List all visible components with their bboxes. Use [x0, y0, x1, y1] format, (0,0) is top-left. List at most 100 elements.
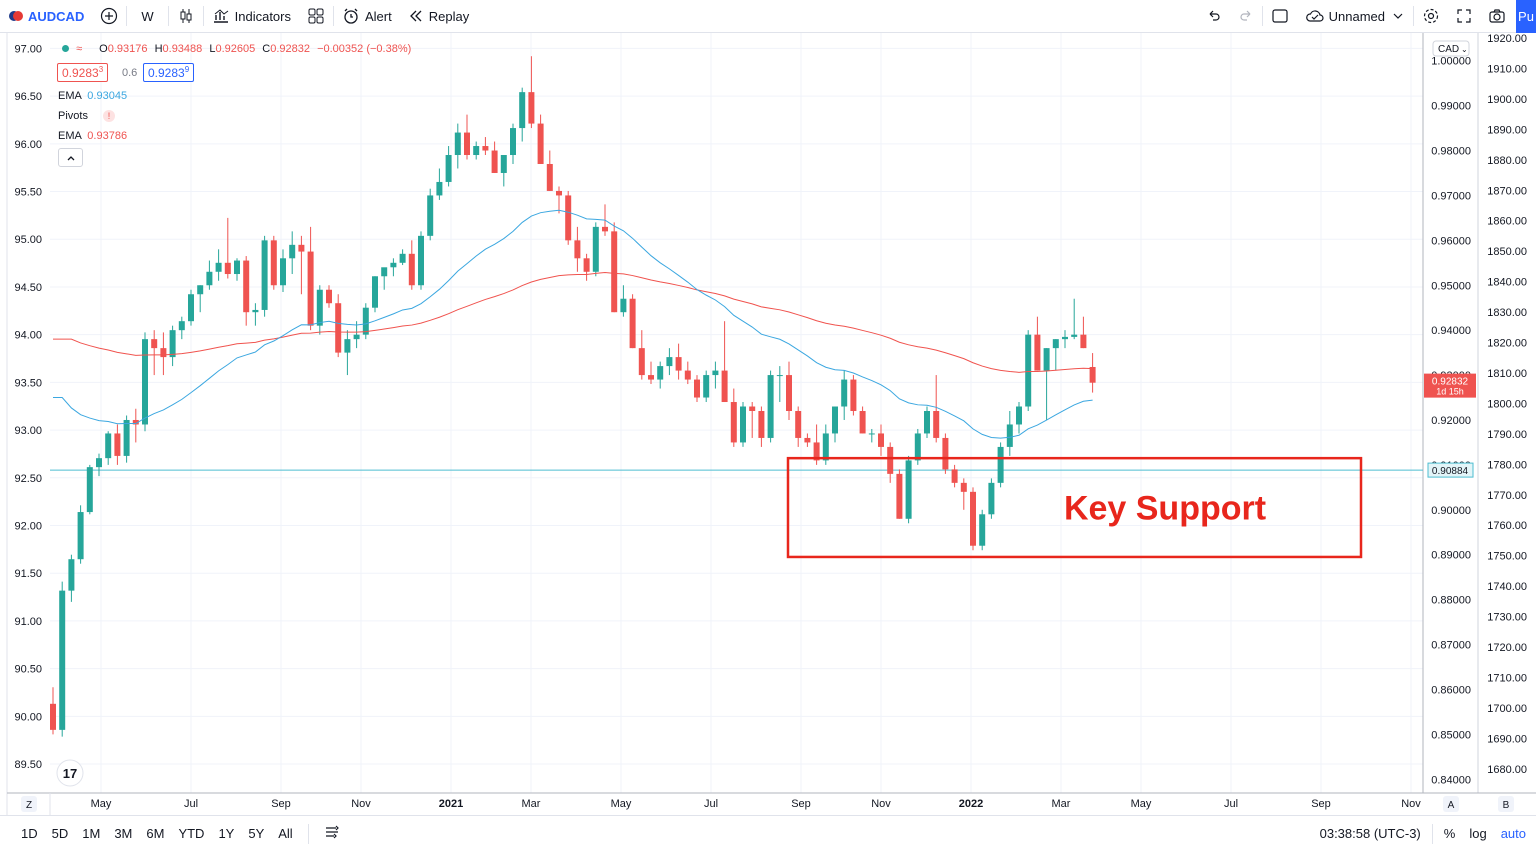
pivots-label: Pivots [58, 110, 88, 122]
sell-button[interactable]: 0.92833 [57, 63, 109, 82]
undo-icon [1209, 10, 1220, 21]
time-tick-label: 2022 [959, 798, 983, 810]
undo-button[interactable] [1198, 0, 1230, 33]
top-toolbar: AUDCAD W Indicators Alert Replay Unnamed [0, 0, 1536, 33]
candle [353, 321, 360, 349]
ema-fast-value: 0.93045 [87, 90, 128, 102]
sell-price: 0.9283 [62, 66, 99, 80]
open-value: 0.93176 [107, 43, 148, 55]
snapshot-button[interactable] [1480, 0, 1514, 33]
candle [1043, 348, 1050, 420]
timeframe-all[interactable]: All [278, 826, 293, 841]
candle-body [243, 260, 250, 313]
publish-button[interactable]: Pu [1516, 0, 1536, 33]
auto-toggle[interactable]: auto [1500, 826, 1526, 841]
candle-body [206, 271, 213, 286]
fullscreen-box-button[interactable] [1263, 0, 1297, 33]
candle-body [758, 411, 765, 438]
key-support-box[interactable] [786, 456, 1363, 559]
ema-slow-legend[interactable]: EMA 0.93786 [58, 130, 127, 142]
time-tick-label: May [1131, 798, 1152, 810]
timeframe-5d[interactable]: 5D [51, 826, 69, 841]
far-right-tick-label: 1750.00 [1487, 551, 1527, 563]
timeframe-6m[interactable]: 6M [146, 826, 165, 841]
candle-body [942, 437, 949, 470]
percent-toggle[interactable]: % [1443, 826, 1456, 841]
timeframe-5y[interactable]: 5Y [248, 826, 265, 841]
candle [657, 361, 664, 389]
pivots-legend[interactable]: Pivots ! [58, 110, 116, 122]
compare-button[interactable] [92, 0, 126, 33]
axis-z-button[interactable]: Z [21, 796, 37, 812]
candle [243, 256, 250, 326]
log-toggle[interactable]: log [1469, 826, 1487, 841]
candle [1062, 330, 1068, 349]
candle-body [786, 375, 792, 411]
symbol-name: AUDCAD [28, 8, 85, 24]
candle-body [804, 437, 811, 443]
candle-body [905, 460, 912, 519]
clock[interactable]: 03:38:58 (UTC-3) [1319, 826, 1421, 841]
ema-fast-legend[interactable]: EMA 0.93045 [58, 90, 127, 102]
divider [333, 6, 334, 26]
alert-button[interactable]: Alert [334, 0, 400, 33]
templates-button[interactable] [299, 0, 333, 33]
candle-body [59, 590, 66, 730]
candle [197, 285, 204, 313]
price-chart[interactable]: 97.00 96.50 96.00 95.50 95.00 94.50 94.00 93.50… [0, 33, 1536, 815]
chevron-up-icon [67, 155, 74, 160]
candle-body [142, 339, 148, 425]
time-axis[interactable]: May Jul Sep Nov 2021 Mar May Jul Sep Nov 2022 Mar Ma… [91, 798, 1422, 810]
candle [445, 146, 452, 187]
currency-selector[interactable]: CAD ⌄ [1432, 40, 1470, 57]
redo-button[interactable] [1230, 0, 1262, 33]
candle-body [188, 294, 194, 322]
left-tick-label: 95.00 [14, 234, 42, 246]
layout-name-button[interactable]: Unnamed [1297, 0, 1413, 33]
candle-body [335, 303, 342, 353]
candle-body [767, 375, 774, 438]
axis-b-button[interactable]: B [1498, 796, 1514, 812]
candle [280, 249, 286, 292]
settings-button[interactable] [1414, 0, 1448, 33]
symbol-search[interactable]: AUDCAD [0, 0, 92, 33]
candle-body [933, 411, 940, 438]
candle-body [592, 226, 599, 272]
chart-type-button[interactable] [169, 0, 203, 33]
timeframe-ytd[interactable]: YTD [178, 826, 205, 841]
candle [694, 375, 700, 403]
candle [620, 285, 627, 317]
timeframe-3m[interactable]: 3M [114, 826, 133, 841]
candle-body [868, 433, 875, 435]
far-right-tick-label: 1830.00 [1487, 307, 1527, 319]
collapse-legend-button[interactable] [58, 148, 83, 167]
right-price-axis[interactable]: 1.00000 0.99000 0.98000 0.97000 0.96000 0.950… [1431, 56, 1471, 787]
sell-price-sup: 3 [98, 65, 104, 74]
timeframe-1m[interactable]: 1M [82, 826, 101, 841]
candle [160, 332, 167, 376]
time-tick-label: Mar [1052, 798, 1071, 810]
indicators-button[interactable]: Indicators [204, 0, 299, 33]
candle-body [1080, 334, 1087, 349]
timeframe-1d[interactable]: 1D [21, 826, 38, 841]
candle-body [86, 467, 93, 513]
candle-body [160, 348, 167, 358]
layout-name: Unnamed [1328, 8, 1385, 24]
replay-button[interactable]: Replay [400, 0, 477, 33]
candle [795, 406, 802, 447]
candle [399, 249, 406, 266]
axis-a-button[interactable]: A [1443, 796, 1459, 812]
ohlc-legend: ≈ O0.93176 H0.93488 L0.92605 C0.92832 −0… [62, 43, 411, 55]
buy-button[interactable]: 0.92839 [143, 63, 195, 82]
candle [510, 123, 516, 164]
date-range-button[interactable] [317, 824, 347, 843]
fullscreen-button[interactable] [1448, 0, 1480, 33]
warning-icon: ! [103, 110, 116, 122]
interval-button[interactable]: W [141, 8, 154, 24]
divider [1413, 6, 1414, 26]
indicators-icon [213, 9, 228, 23]
timeframe-1y[interactable]: 1Y [218, 826, 235, 841]
expand-icon [1457, 9, 1471, 23]
candle [583, 253, 590, 281]
